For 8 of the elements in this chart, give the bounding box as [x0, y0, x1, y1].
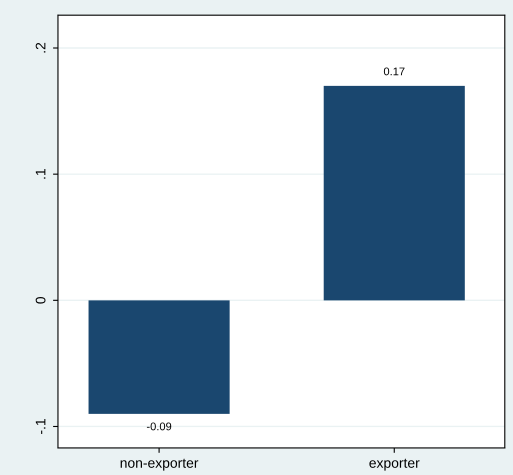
x-tick-label: non-exporter	[120, 458, 198, 471]
y-tick-label: .2	[36, 42, 46, 53]
x-tick-label: exporter	[369, 458, 420, 471]
y-tick-label: 0	[36, 297, 46, 304]
y-tick-label: -.1	[36, 419, 46, 434]
data-label: 0.17	[384, 67, 405, 76]
y-tick-label: .1	[36, 169, 46, 179]
data-label: -0.09	[146, 422, 172, 430]
